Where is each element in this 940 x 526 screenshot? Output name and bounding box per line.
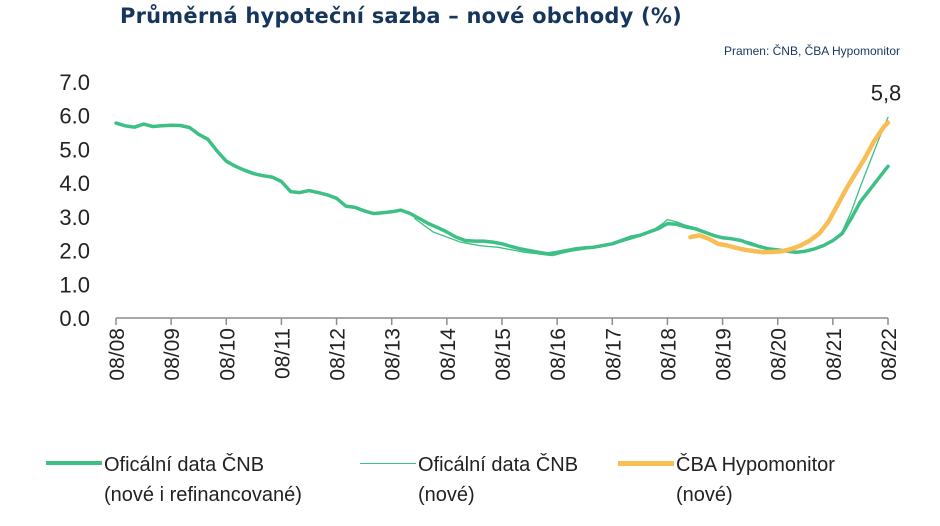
- x-tick-label: 08/15: [492, 328, 515, 381]
- legend-label-line: (nové): [676, 484, 733, 506]
- y-tick-label: 1.0: [59, 272, 90, 297]
- x-tick-label: 08/08: [106, 328, 129, 381]
- x-tick-label: 08/16: [547, 328, 570, 381]
- x-tick-label: 08/14: [437, 328, 460, 381]
- y-tick-label: 5.0: [59, 137, 90, 162]
- y-tick-label: 4.0: [59, 171, 90, 196]
- x-tick-label: 08/21: [823, 328, 846, 381]
- x-tick-label: 08/19: [713, 328, 736, 381]
- y-tick-label: 0.0: [59, 306, 90, 331]
- legend-swatch-official-all: [46, 461, 102, 465]
- chart-source: Pramen: ČNB, ČBA Hypomonitor: [723, 44, 900, 58]
- legend-label-official-new: Oficální data ČNB (nové): [418, 450, 578, 510]
- legend-swatch-official-new: [360, 463, 416, 464]
- x-tick-label: 08/18: [657, 328, 680, 381]
- legend-swatch-hypomonitor: [618, 461, 674, 466]
- x-tick-label: 08/09: [161, 328, 184, 381]
- series-line-official-all: [114, 121, 890, 256]
- legend-label-line: Oficální data ČNB: [104, 454, 265, 476]
- legend-label-line: (nové): [418, 484, 475, 506]
- y-tick-label: 7.0: [59, 70, 90, 95]
- legend-label-hypomonitor: ČBA Hypomonitor (nové): [676, 450, 835, 510]
- legend-label-official-all: Oficální data ČNB (nové i refinancované): [104, 450, 302, 510]
- series-layer: [114, 116, 891, 257]
- annotation-layer: 5,8: [871, 80, 902, 105]
- chart-title: Průměrná hypoteční sazba – nové obchody …: [120, 4, 682, 28]
- legend-label-line: (nové i refinancované): [104, 484, 302, 506]
- series-line-official-new: [414, 116, 889, 257]
- x-tick-label: 08/22: [878, 328, 901, 381]
- annotation-label: 5,8: [871, 80, 902, 105]
- y-axis: 0.0 1.0 2.0 3.0 4.0 5.0 6.0 7.0: [59, 70, 90, 331]
- x-tick-label: 08/11: [271, 328, 294, 379]
- x-tick-label: 08/12: [327, 328, 350, 381]
- x-axis: 08/08 08/09 08/10 08/11 08/12 08/13 08/14 08/15…: [106, 317, 901, 381]
- series-line-hypomonitor: [688, 120, 891, 255]
- y-tick-label: 2.0: [59, 239, 90, 264]
- x-tick-label: 08/10: [216, 328, 239, 381]
- legend-label-line: Oficální data ČNB: [418, 454, 579, 476]
- x-tick-label: 08/20: [768, 328, 791, 381]
- y-tick-label: 6.0: [59, 104, 90, 129]
- legend-label-line: ČBA Hypomonitor: [676, 454, 835, 476]
- y-tick-label: 3.0: [59, 205, 90, 230]
- x-tick-label: 08/17: [602, 328, 625, 381]
- x-tick-label: 08/13: [382, 328, 405, 381]
